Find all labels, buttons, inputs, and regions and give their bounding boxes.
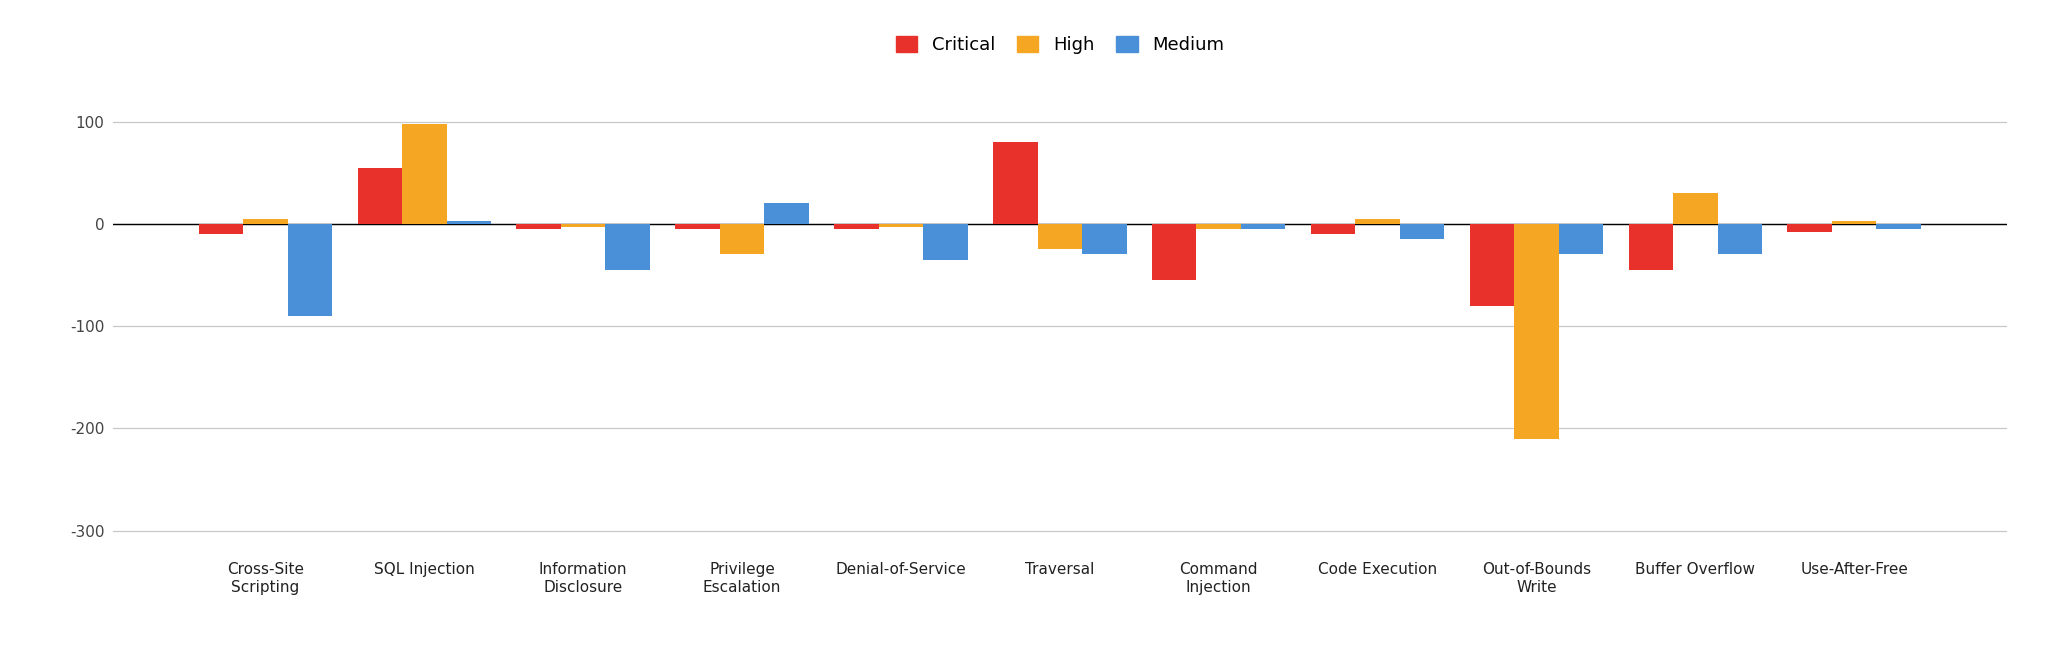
- Bar: [1718, 224, 1761, 255]
- Bar: [1559, 224, 1604, 255]
- Bar: [358, 167, 401, 224]
- Bar: [244, 218, 287, 224]
- Bar: [1628, 224, 1673, 270]
- Bar: [1356, 218, 1401, 224]
- Bar: [561, 224, 606, 227]
- Bar: [1401, 224, 1444, 239]
- Bar: [764, 204, 809, 224]
- Bar: [879, 224, 924, 227]
- Bar: [993, 142, 1038, 224]
- Bar: [1470, 224, 1513, 306]
- Bar: [1833, 220, 1876, 224]
- Bar: [1876, 224, 1921, 229]
- Bar: [834, 224, 879, 229]
- Bar: [1241, 224, 1286, 229]
- Bar: [1151, 224, 1196, 280]
- Bar: [1513, 224, 1559, 439]
- Bar: [199, 224, 244, 234]
- Bar: [1038, 224, 1081, 249]
- Bar: [606, 224, 649, 270]
- Bar: [1673, 193, 1718, 224]
- Bar: [446, 220, 492, 224]
- Bar: [1081, 224, 1126, 255]
- Bar: [924, 224, 969, 259]
- Bar: [1196, 224, 1241, 229]
- Bar: [287, 224, 332, 316]
- Bar: [719, 224, 764, 255]
- Legend: Critical, High, Medium: Critical, High, Medium: [889, 28, 1231, 61]
- Bar: [1311, 224, 1356, 234]
- Bar: [1788, 224, 1833, 232]
- Bar: [516, 224, 561, 229]
- Bar: [401, 124, 446, 224]
- Bar: [676, 224, 719, 229]
